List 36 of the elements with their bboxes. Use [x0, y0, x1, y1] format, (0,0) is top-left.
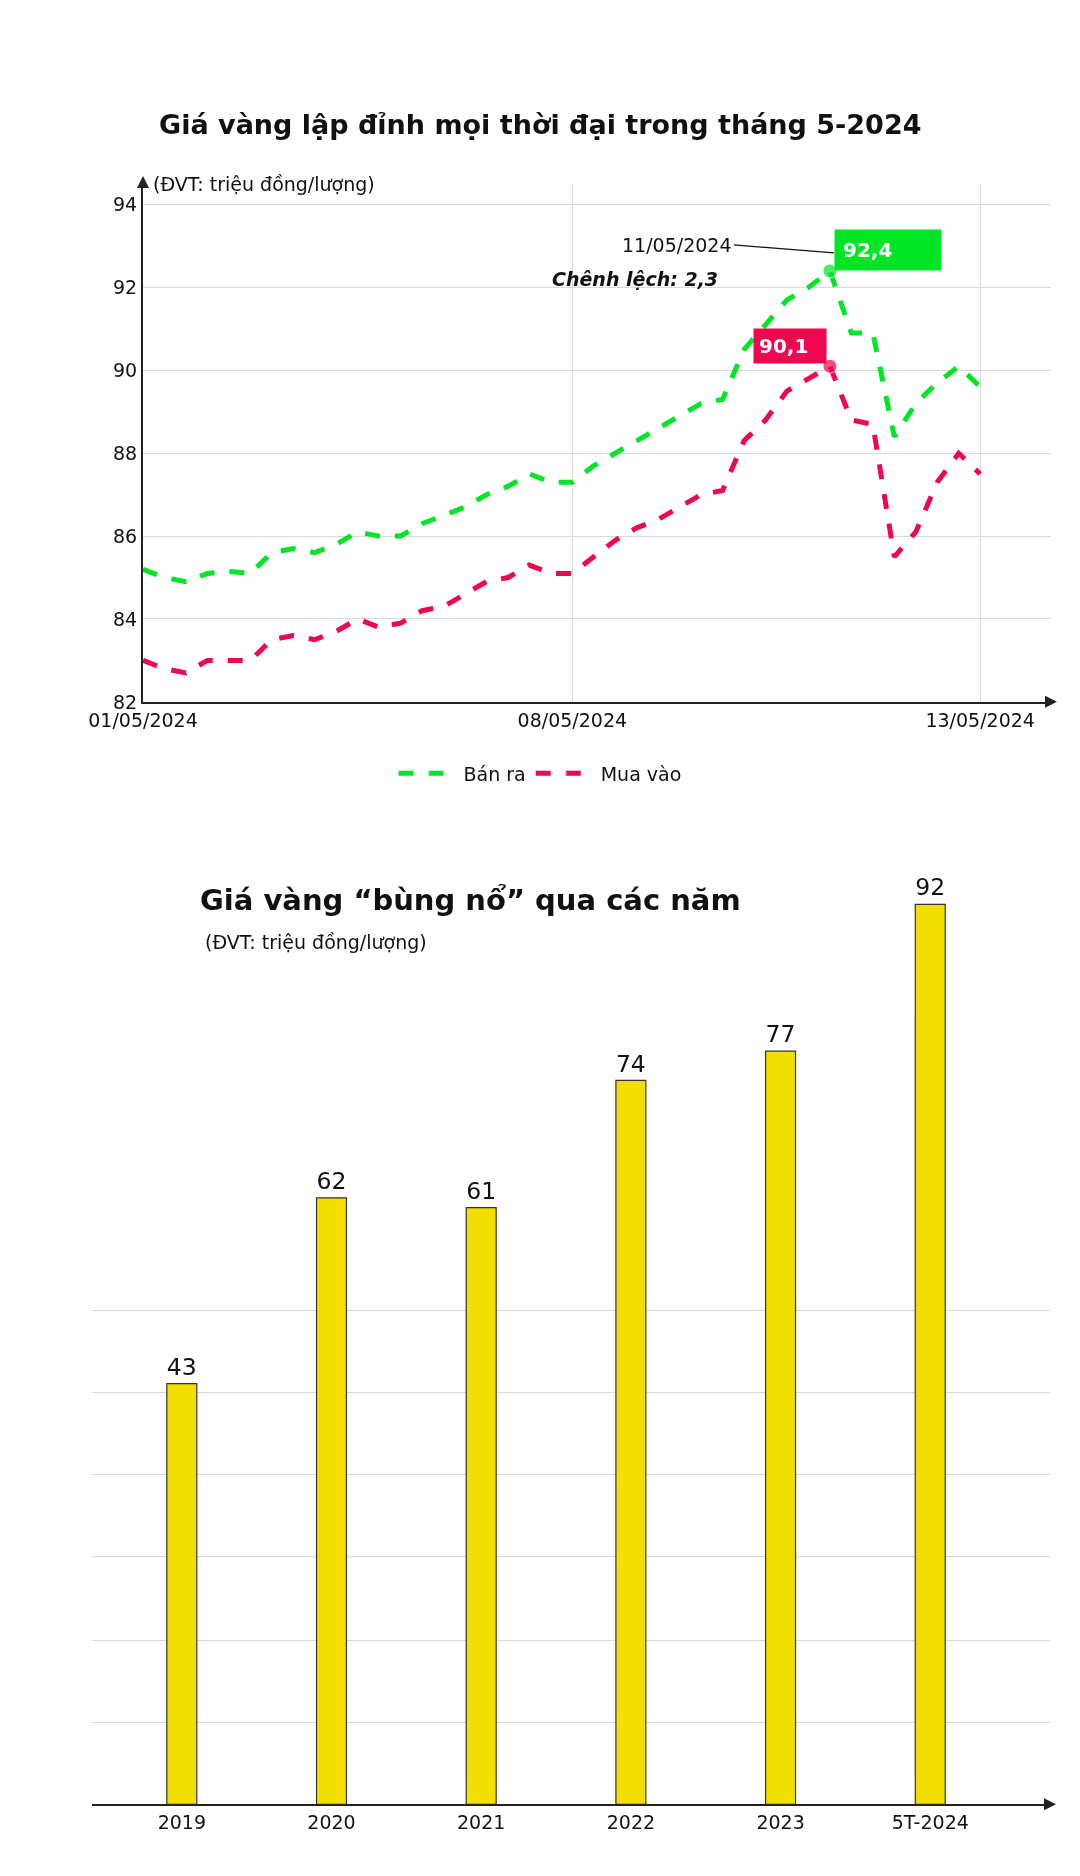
data-label: 74: [615, 1049, 646, 1078]
bar: [764, 1050, 797, 1805]
y-tick-label: 88: [113, 441, 138, 464]
y-tick-label: 92: [113, 276, 138, 299]
y-tick-label: 86: [113, 524, 138, 547]
data-label: 61: [466, 1176, 497, 1205]
legend-label: Mua vào: [600, 762, 682, 785]
x-tick-label: 13/05/2024: [925, 708, 1035, 731]
bar: [615, 1079, 647, 1805]
text: (ĐVT: triệu đồng/lượng): [205, 931, 427, 953]
legend-label: Bán ra: [463, 762, 526, 785]
data-label: 62: [316, 1166, 347, 1195]
data-label: 90,1: [759, 334, 809, 358]
x-tick-label: 2020: [307, 1811, 356, 1834]
data-label: 92,4: [843, 238, 893, 262]
bar: [166, 1383, 198, 1805]
chart-title: Giá vàng lập đỉnh mọi thời đại trong tháng 5-2024: [159, 109, 922, 140]
x-tick-label: 2019: [157, 1811, 206, 1834]
x-tick-label: 5T-2024: [891, 1811, 969, 1834]
y-tick-label: 84: [113, 607, 138, 630]
y-axis-title: (ĐVT: triệu đồng/lượng): [153, 173, 375, 195]
data-label: 43: [166, 1352, 197, 1381]
y-tick-label: 90: [113, 359, 138, 382]
data-label: 92: [915, 873, 946, 902]
annotation: Chênh lệch: 2,3: [552, 268, 719, 290]
chart-title: Giá vàng “bùng nổ” qua các năm: [200, 883, 741, 917]
x-tick-label: 2022: [606, 1811, 656, 1834]
y-tick-label: 94: [113, 193, 138, 216]
bar: [465, 1207, 497, 1805]
bar: [914, 903, 946, 1805]
annotation: 11/05/2024: [622, 234, 732, 256]
x-tick-label: 2023: [756, 1811, 805, 1834]
bar: [315, 1197, 348, 1805]
x-tick-label: 08/05/2024: [517, 708, 628, 731]
x-tick-label: 2021: [457, 1811, 506, 1834]
data-label: 77: [765, 1020, 796, 1049]
